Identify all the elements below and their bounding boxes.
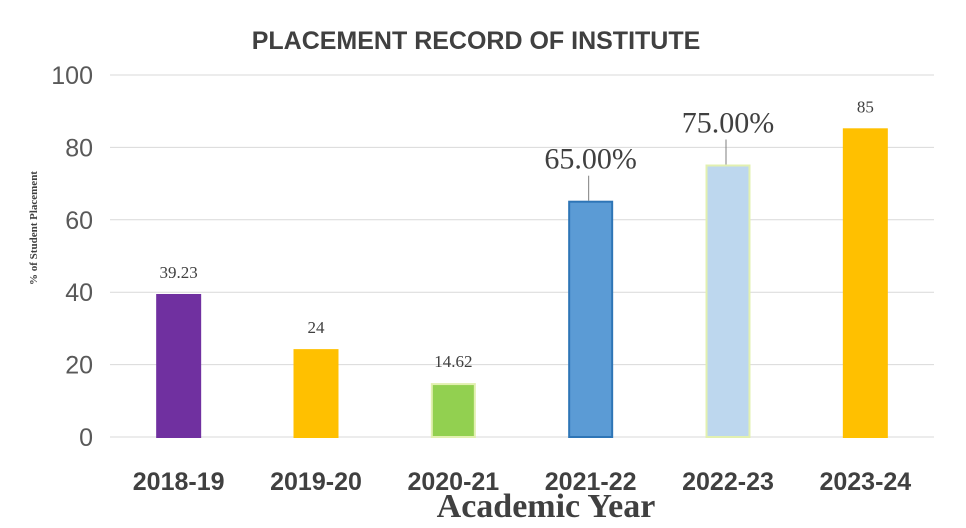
bar (568, 200, 614, 438)
y-tick-label: 80 (65, 134, 93, 162)
x-tick-label: 2022-23 (682, 468, 774, 496)
data-labels: 39.23 24 14.62 65.00% 75.00% 85 (160, 97, 874, 371)
data-label: 14.62 (434, 352, 472, 371)
y-tick-label: 60 (65, 207, 93, 235)
bar (842, 128, 888, 439)
data-label: 85 (857, 97, 874, 116)
y-tick-label: 100 (51, 62, 93, 90)
x-axis-ticks: 2018-19 2019-20 2020-21 2021-22 2022-23 2023-… (133, 468, 912, 496)
data-label: 39.23 (160, 263, 198, 282)
chart-title: PLACEMENT RECORD OF INSTITUTE (252, 27, 701, 55)
bar (293, 349, 339, 438)
y-axis-label: % of Student Placement (28, 171, 40, 285)
data-label: 75.00% (682, 107, 775, 140)
bar (430, 383, 476, 438)
data-label: 24 (308, 318, 326, 337)
gridlines (110, 74, 934, 438)
y-axis-ticks: 0 20 40 60 80 100 (51, 62, 93, 452)
x-tick-label: 2019-20 (270, 468, 362, 496)
y-tick-label: 20 (65, 352, 93, 380)
x-axis-label: Academic Year (437, 488, 656, 523)
bars (156, 128, 888, 439)
x-tick-label: 2020-21 (407, 468, 499, 496)
x-tick-label: 2021-22 (545, 468, 637, 496)
bar (705, 164, 751, 438)
x-tick-label: 2018-19 (133, 468, 225, 496)
y-tick-label: 40 (65, 279, 93, 307)
data-label: 65.00% (544, 143, 637, 176)
bar (156, 293, 202, 438)
x-tick-label: 2023-24 (819, 468, 911, 496)
y-tick-label: 0 (79, 424, 93, 452)
